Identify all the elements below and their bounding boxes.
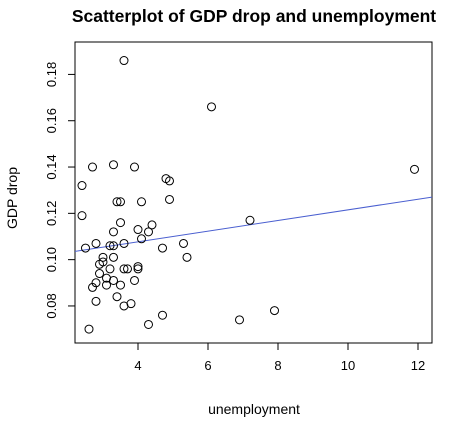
data-point bbox=[109, 252, 118, 262]
data-point bbox=[109, 160, 118, 170]
data-point bbox=[88, 282, 97, 292]
regression-line bbox=[74, 196, 433, 252]
data-point bbox=[116, 218, 125, 228]
data-point bbox=[77, 211, 87, 221]
data-point bbox=[116, 197, 125, 207]
data-point bbox=[112, 292, 122, 302]
data-point bbox=[91, 238, 101, 248]
data-point bbox=[119, 264, 129, 274]
data-point bbox=[105, 241, 115, 251]
data-point bbox=[91, 296, 101, 306]
data-point bbox=[84, 324, 94, 334]
data-point bbox=[165, 194, 174, 204]
data-point bbox=[133, 262, 143, 272]
data-point bbox=[119, 56, 129, 66]
data-point bbox=[137, 197, 146, 207]
data-point bbox=[112, 197, 122, 207]
data-point bbox=[81, 243, 90, 253]
y-axis-label: GDP drop bbox=[4, 167, 20, 229]
y-axis: 0.08 0.10 0.12 0.14 0.16 0.18 bbox=[44, 62, 76, 319]
data-point bbox=[133, 225, 143, 235]
data-point bbox=[126, 299, 136, 309]
data-point bbox=[245, 215, 255, 225]
x-tick-label: 4 bbox=[134, 358, 141, 373]
data-point bbox=[102, 280, 111, 290]
x-tick-label: 8 bbox=[274, 358, 281, 373]
x-tick-label: 10 bbox=[341, 358, 355, 373]
data-point bbox=[77, 181, 87, 191]
data-point bbox=[158, 243, 167, 253]
data-point bbox=[98, 257, 108, 267]
y-tick-label: 0.14 bbox=[44, 154, 59, 179]
y-tick-label: 0.10 bbox=[44, 247, 59, 272]
data-point bbox=[119, 238, 129, 248]
data-point bbox=[130, 275, 139, 285]
y-tick-label: 0.08 bbox=[44, 293, 59, 318]
data-points bbox=[77, 56, 419, 334]
data-point bbox=[165, 176, 174, 186]
data-point bbox=[116, 280, 125, 290]
data-point bbox=[109, 241, 118, 251]
data-point bbox=[98, 252, 108, 262]
y-tick-label: 0.12 bbox=[44, 201, 59, 226]
data-point bbox=[109, 275, 118, 285]
data-point bbox=[130, 162, 139, 172]
data-point bbox=[158, 310, 167, 320]
plot-frame bbox=[74, 41, 433, 344]
data-point bbox=[95, 269, 104, 279]
data-point bbox=[182, 252, 192, 262]
data-point bbox=[235, 315, 244, 325]
data-point bbox=[410, 164, 419, 174]
data-point bbox=[144, 227, 153, 237]
x-axis: 4 6 8 10 12 bbox=[134, 342, 425, 373]
x-axis-label: unemployment bbox=[208, 401, 300, 417]
data-point bbox=[270, 306, 279, 316]
x-tick-label: 12 bbox=[411, 358, 425, 373]
y-tick-label: 0.16 bbox=[44, 108, 59, 133]
data-point bbox=[207, 102, 216, 112]
data-point bbox=[179, 238, 188, 248]
y-tick-label: 0.18 bbox=[44, 62, 59, 87]
data-point bbox=[123, 264, 132, 274]
data-point bbox=[137, 234, 146, 244]
data-point bbox=[109, 227, 118, 237]
data-point bbox=[133, 264, 143, 274]
data-point bbox=[88, 162, 97, 172]
x-tick-label: 6 bbox=[204, 358, 211, 373]
data-point bbox=[144, 319, 153, 329]
data-point bbox=[105, 264, 115, 274]
chart-title: Scatterplot of GDP drop and unemployment bbox=[72, 6, 436, 26]
data-point bbox=[147, 220, 157, 230]
